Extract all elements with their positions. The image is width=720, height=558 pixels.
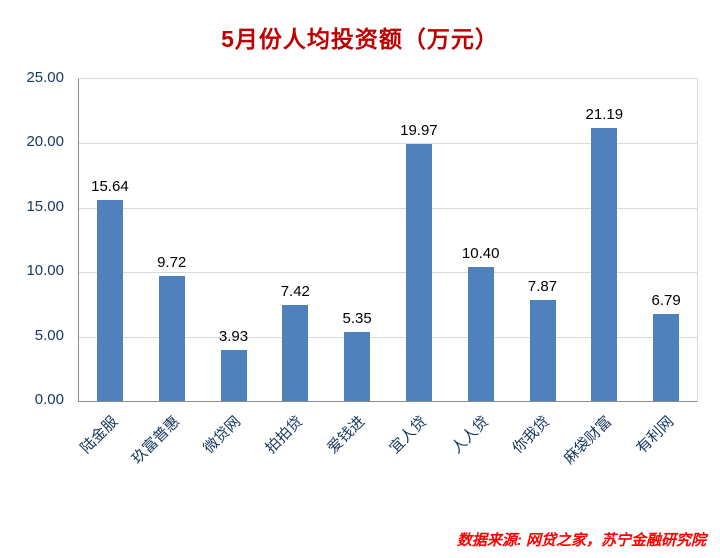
chart-title: 5月份人均投资额（万元） (221, 26, 499, 52)
bar (405, 143, 432, 401)
x-category-label: 宜人贷 (386, 413, 431, 457)
x-category-label: 拍拍贷 (262, 413, 307, 457)
x-category-label: 有利网 (633, 413, 678, 457)
bar (591, 128, 618, 401)
x-category-label: 麻袋财富 (560, 413, 616, 468)
bar-value-label: 7.87 (527, 277, 558, 295)
bar-value-label: 10.40 (461, 245, 500, 263)
bar-value-label: 7.42 (280, 283, 310, 301)
bar-value-label: 6.79 (651, 291, 681, 309)
bar (653, 313, 680, 401)
x-category-label: 爱钱进 (324, 413, 369, 457)
gridline (79, 272, 697, 274)
bar (158, 275, 185, 401)
gridline (79, 336, 697, 338)
bar (96, 199, 123, 401)
gridline (79, 207, 697, 209)
bar (529, 299, 556, 401)
bar-value-label: 15.64 (91, 177, 129, 195)
bar (467, 267, 494, 401)
x-category-label: 陆金服 (77, 413, 122, 457)
y-tick-label: 10.00 (26, 262, 64, 280)
y-tick-label: 5.00 (34, 326, 64, 344)
bar-value-label: 9.72 (157, 253, 187, 271)
x-axis-labels: 陆金服 玖富普惠 微贷网 拍拍贷 爱钱进 宜人贷 人人贷 你我贷 麻袋财富 有利网 (77, 401, 696, 506)
y-tick-label: 25.00 (26, 69, 64, 86)
bar-value-label: 19.97 (400, 121, 438, 139)
y-axis-labels: 0.00 5.00 10.00 15.00 20.00 25.00 (8, 69, 70, 408)
bar-value-label: 5.35 (342, 310, 372, 328)
x-category-label: 人人贷 (447, 413, 492, 457)
plot-area: 15.64 9.72 3.93 7.42 5.35 19.97 10.40 7.87 21.19… (78, 78, 698, 402)
bar-value-label: 3.93 (218, 328, 249, 346)
gridline (79, 143, 697, 145)
bar (220, 350, 247, 401)
x-category-label: 微贷网 (200, 413, 245, 457)
bar-value-label: 21.19 (585, 106, 624, 124)
x-category-label: 你我贷 (509, 413, 554, 457)
y-tick-label: 15.00 (26, 197, 64, 215)
bar (344, 332, 371, 401)
bar (282, 305, 309, 401)
y-tick-label: 0.00 (34, 391, 64, 408)
source-note: 数据来源: 网贷之家，苏宁金融研究院 (456, 532, 706, 549)
y-tick-label: 20.00 (26, 133, 64, 151)
x-category-label: 玖富普惠 (128, 413, 183, 468)
